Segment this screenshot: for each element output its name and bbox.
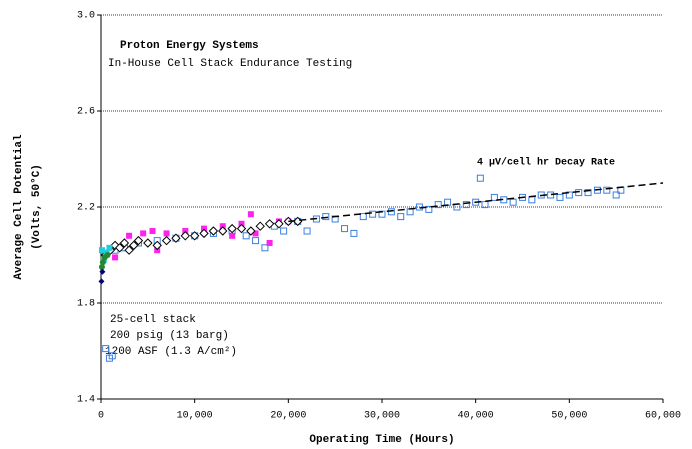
point xyxy=(547,191,555,199)
point xyxy=(283,216,294,227)
point xyxy=(255,221,265,231)
point xyxy=(528,196,536,204)
chart-subtitle: In-House Cell Stack Endurance Testing xyxy=(108,58,352,70)
point xyxy=(612,191,620,199)
point xyxy=(108,352,116,360)
point xyxy=(247,211,254,218)
annotation: 4 µV/cell hr Decay Rate xyxy=(477,157,615,169)
point xyxy=(99,259,106,266)
point xyxy=(189,231,200,241)
point xyxy=(369,210,377,218)
point xyxy=(201,225,208,232)
y-tick-label: 2.6 xyxy=(77,107,95,118)
point xyxy=(104,252,111,258)
point xyxy=(129,240,139,251)
point xyxy=(264,219,275,229)
point xyxy=(143,238,153,248)
point xyxy=(593,186,601,194)
point xyxy=(246,226,256,236)
point xyxy=(99,268,106,275)
point xyxy=(182,228,189,234)
point xyxy=(154,247,161,254)
y-axis-label: Average Cell Potential xyxy=(13,134,25,280)
point xyxy=(133,235,144,246)
x-tick-label: 10,000 xyxy=(177,411,213,422)
y-tick-label: 1.8 xyxy=(77,299,95,310)
point xyxy=(476,174,484,182)
point xyxy=(126,232,133,239)
point xyxy=(119,238,130,248)
point xyxy=(112,254,119,261)
x-tick-label: 20,000 xyxy=(270,411,306,422)
x-tick-label: 50,000 xyxy=(551,411,587,422)
point xyxy=(242,232,250,240)
point xyxy=(161,235,172,246)
point xyxy=(238,220,245,227)
point xyxy=(140,230,147,237)
x-tick-label: 60,000 xyxy=(645,411,681,422)
point xyxy=(556,193,564,201)
point xyxy=(171,233,181,243)
point xyxy=(490,193,498,201)
point xyxy=(236,223,247,234)
y-tick-label: 1.4 xyxy=(77,395,95,406)
point xyxy=(163,230,170,237)
point xyxy=(208,226,219,236)
point xyxy=(98,247,105,254)
point xyxy=(149,228,156,234)
point xyxy=(266,240,273,246)
point xyxy=(252,230,259,237)
point xyxy=(322,213,330,221)
point xyxy=(444,198,452,206)
point xyxy=(565,191,573,199)
x-axis-label: Operating Time (Hours) xyxy=(309,434,454,446)
point xyxy=(425,205,433,213)
point xyxy=(584,189,592,197)
point xyxy=(303,227,311,235)
point xyxy=(252,237,260,245)
point xyxy=(280,227,288,235)
x-tick-label: 0 xyxy=(98,411,104,422)
point xyxy=(350,229,358,237)
point xyxy=(219,223,226,230)
point xyxy=(509,198,517,206)
point xyxy=(229,232,236,239)
y-tick-label: 3.0 xyxy=(77,11,95,22)
trend-line xyxy=(288,182,664,223)
point xyxy=(115,243,125,253)
point xyxy=(124,245,134,255)
point xyxy=(462,201,470,209)
note: 200 psig (13 barg) xyxy=(110,330,229,342)
x-tick-label: 40,000 xyxy=(458,411,494,422)
point xyxy=(359,213,367,221)
point xyxy=(152,240,162,251)
point xyxy=(106,244,113,251)
chart-title: Proton Energy Systems xyxy=(120,40,259,52)
point xyxy=(274,219,284,229)
point xyxy=(406,208,414,216)
note: 1200 ASF (1.3 A/cm²) xyxy=(105,346,237,358)
y-axis-label: (Volts, 50°C) xyxy=(31,164,43,250)
point xyxy=(98,278,105,285)
point xyxy=(98,264,105,270)
point xyxy=(481,201,489,209)
point xyxy=(227,223,237,234)
point xyxy=(180,231,191,241)
point xyxy=(102,345,110,353)
point xyxy=(341,225,349,233)
point xyxy=(199,228,209,239)
point xyxy=(218,226,228,236)
point xyxy=(434,201,442,209)
point xyxy=(397,213,405,221)
point xyxy=(261,244,269,252)
note: 25-cell stack xyxy=(110,314,196,326)
point xyxy=(603,186,611,194)
x-tick-label: 30,000 xyxy=(364,411,400,422)
y-tick-label: 2.2 xyxy=(77,203,95,214)
